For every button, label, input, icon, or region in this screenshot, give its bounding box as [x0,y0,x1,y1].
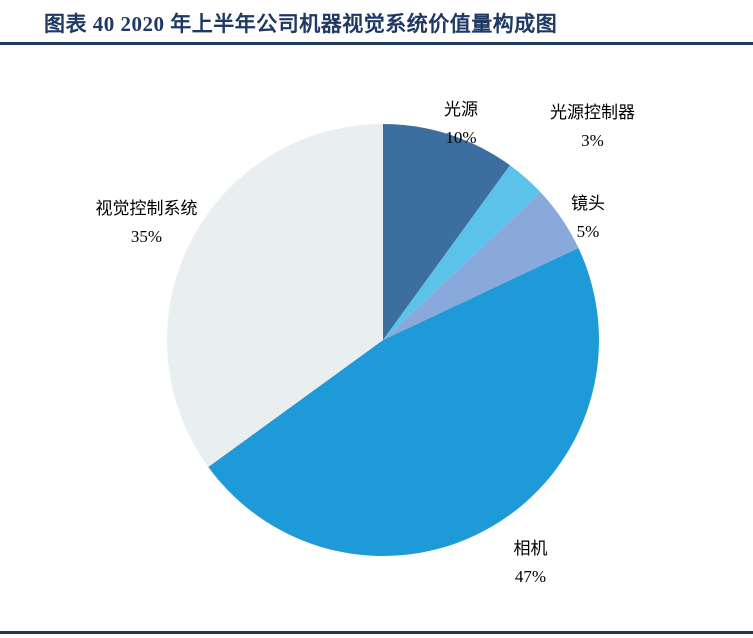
slice-percent: 35% [130,227,163,246]
slice-label-light-source-controller: 光源控制器 3% [525,99,660,155]
pie-slice-2 [383,165,541,340]
slice-name: 相机 [513,539,548,558]
slice-label-light-source: 光源 10% [401,96,521,152]
bottom-border [0,631,753,634]
slice-label-lens: 镜头 5% [538,190,638,246]
pie-slice-3 [383,192,579,340]
slice-name: 光源 [444,100,478,119]
slice-name: 光源控制器 [550,103,635,122]
pie-slice-4 [208,248,599,556]
slice-name: 视觉控制系统 [95,199,198,218]
slice-label-vision-control-system: 视觉控制系统 35% [64,195,229,251]
slice-percent: 5% [576,222,600,241]
slice-name: 镜头 [571,194,605,213]
pie-slice-5 [166,123,383,467]
slice-label-camera: 相机 47% [478,535,583,591]
slice-percent: 10% [445,128,477,147]
chart-title: 图表 40 2020 年上半年公司机器视觉系统价值量构成图 [44,12,558,36]
title-underline [0,42,753,45]
slice-percent: 3% [581,131,604,150]
pie-slice-1 [383,124,510,340]
slice-percent: 47% [514,567,547,586]
